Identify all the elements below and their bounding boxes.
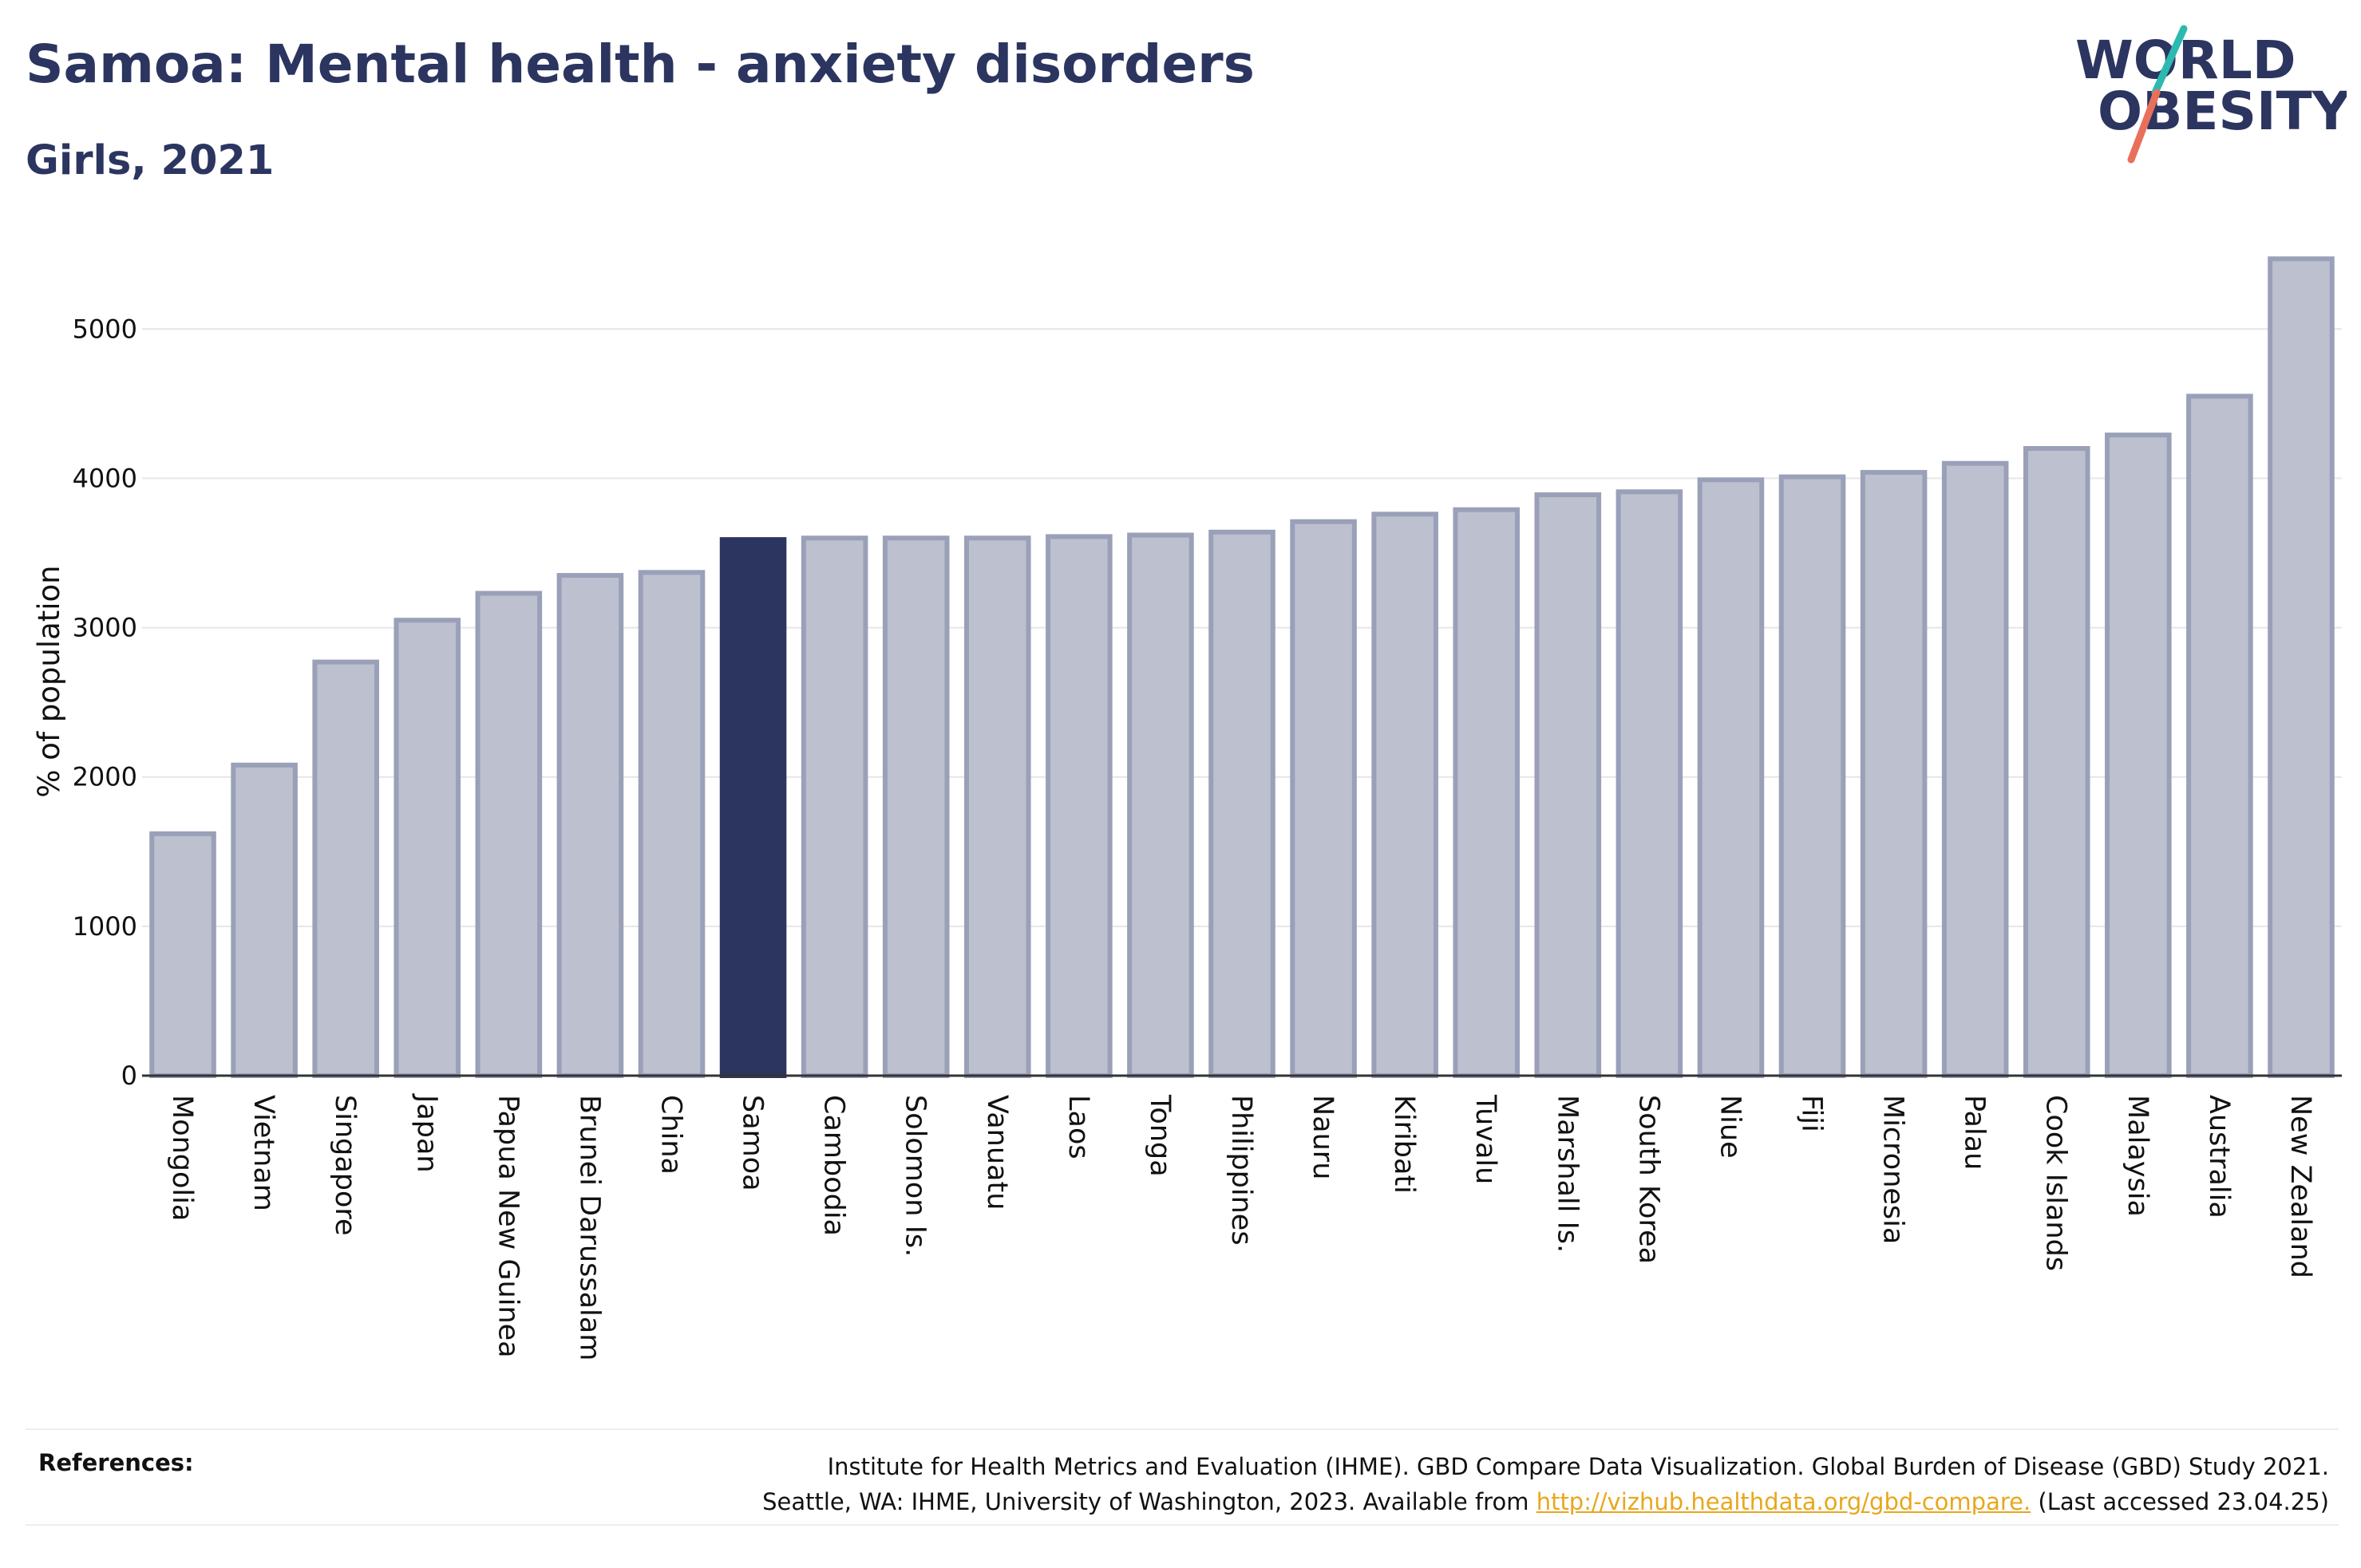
x-category-label: Mongolia [166,1095,198,1221]
y-tick-label: 5000 [73,314,137,344]
x-category-label: Niue [1714,1095,1746,1159]
bar-chart: 0 1000 2000 3000 4000 5000 Mongolia Vietnam Sin… [32,256,2342,1361]
logo-slash-coral [2127,89,2161,164]
bar-singapore [312,659,379,1078]
y-tick-label: 1000 [73,911,137,942]
x-category-label: Tonga [1144,1094,1176,1177]
bar-philippines [1208,529,1275,1078]
bar-malaysia [2105,432,2172,1078]
x-category-label: Laos [1062,1095,1094,1159]
x-category-label: Cook Islands [2040,1095,2072,1271]
bar-new-zealand [2268,256,2335,1079]
references-label: References: [38,1449,194,1476]
x-category-label: Samoa [737,1095,769,1191]
logo-word-world: WORLD [2075,30,2296,91]
x-category-label: Palau [1959,1095,1991,1170]
x-category-label: Papua New Guinea [492,1095,524,1358]
bar-palau [1941,460,2009,1078]
bar-mongolia [149,831,216,1079]
bar-tonga [1127,532,1194,1078]
bar-laos [1046,534,1113,1078]
x-category-label: Nauru [1307,1095,1339,1179]
x-category-label: Cambodia [818,1095,850,1236]
x-category-label: Malaysia [2122,1095,2153,1217]
x-category-label: Australia [2203,1095,2235,1218]
y-tick-label: 0 [121,1060,137,1091]
x-category-label: China [655,1095,686,1175]
bar-brunei-darussalam [556,573,624,1078]
bar-cambodia [801,535,868,1078]
x-category-label: Japan [410,1093,442,1173]
references-link[interactable]: http://vizhub.healthdata.org/gbd-compare… [1536,1488,2031,1515]
bar-australia [2186,393,2253,1078]
y-tick-label: 4000 [73,463,137,493]
x-axis-labels: Mongolia Vietnam Singapore Japan Papua New G… [166,1093,2316,1361]
bar-japan [394,618,461,1078]
references-line-2-suffix: (Last accessed 23.04.25) [2031,1488,2329,1515]
bars [149,256,2335,1079]
bar-niue [1697,477,1765,1078]
bar-papua-new-guinea [475,590,543,1078]
x-category-label: Kiribati [1388,1095,1420,1194]
references-line-2: Seattle, WA: IHME, University of Washing… [493,1484,2329,1519]
bar-vietnam [231,762,298,1078]
bar-nauru [1290,519,1357,1078]
bar-solomon-is [882,535,950,1078]
bar-south-korea [1616,489,1683,1078]
x-category-label: Vanuatu [981,1095,1013,1210]
x-category-label: Marshall Is. [1551,1095,1583,1253]
y-tick-label: 2000 [73,762,137,792]
x-category-label: Solomon Is. [900,1095,931,1257]
references-line-2-prefix: Seattle, WA: IHME, University of Washing… [762,1488,1536,1515]
bar-fiji [1778,474,1846,1078]
references-divider-top [26,1428,2339,1430]
bar-tuvalu [1453,507,1521,1078]
logo-slash-teal [2151,25,2188,97]
x-category-label: Brunei Darussalam [573,1095,605,1361]
references-divider-bottom [26,1524,2339,1526]
x-category-label: Fiji [1796,1095,1828,1132]
x-category-label: Micronesia [1877,1095,1909,1244]
bar-marshall-is [1534,492,1602,1078]
references-text: Institute for Health Metrics and Evaluat… [493,1449,2329,1519]
y-tick-label: 3000 [73,613,137,643]
bar-vanuatu [963,535,1031,1078]
x-category-label: Philippines [1225,1095,1257,1246]
bar-kiribati [1371,511,1438,1078]
x-category-label: Singapore [329,1095,361,1236]
references-line-1: Institute for Health Metrics and Evaluat… [827,1453,2329,1480]
bar-cook-islands [2023,446,2090,1078]
x-category-label: Vietnam [247,1095,279,1211]
world-obesity-logo: WORLD OBESITY [2075,25,2347,164]
x-category-label: Tuvalu [1469,1094,1501,1184]
x-category-label: New Zealand [2284,1095,2316,1278]
y-axis-title: % of population [32,565,66,797]
y-axis-ticks: 0 1000 2000 3000 4000 5000 [73,314,137,1091]
bar-china [638,570,706,1078]
bar-samoa [719,537,787,1078]
bar-micronesia [1860,469,1928,1078]
x-category-label: South Korea [1632,1095,1664,1264]
page-title: Samoa: Mental health - anxiety disorders [26,34,1255,95]
page-subtitle: Girls, 2021 [26,137,275,184]
